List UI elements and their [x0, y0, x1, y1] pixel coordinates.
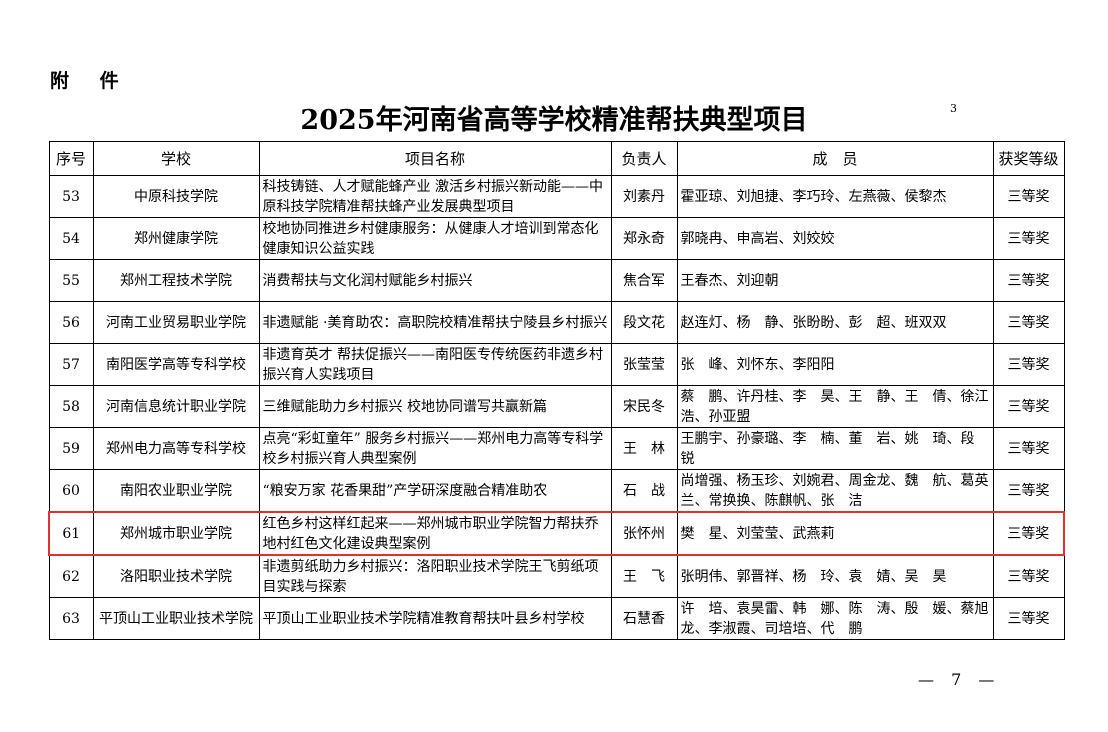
members-cell: 王鹏宇、孙豪璐、李 楠、董 岩、姚 琦、段 锐 [676, 427, 994, 470]
members-cell: 张 峰、刘怀东、李阳阳 [676, 343, 994, 386]
school-cell: 郑州电力高等专科学校 [92, 427, 260, 470]
leader-cell: 焦合军 [610, 259, 678, 302]
row-number: 61 [48, 511, 94, 556]
school-cell: 郑州城市职业学院 [92, 511, 260, 556]
table-header: 序号 学校 项目名称 负责人 成 员 获奖等级 [48, 141, 1065, 176]
school-cell: 中原科技学院 [92, 175, 260, 218]
school-cell: 郑州工程技术学院 [92, 259, 260, 302]
members-cell: 霍亚琼、刘旭捷、李巧玲、左燕薇、侯黎杰 [676, 175, 994, 218]
award-cell: 三等奖 [992, 343, 1065, 386]
row-number: 60 [48, 469, 94, 513]
leader-cell: 张怀州 [610, 511, 678, 556]
project-cell: 校地协同推进乡村健康服务：从健康人才培训到常态化健康知识公益实践 [258, 217, 612, 260]
award-cell: 三等奖 [992, 217, 1065, 260]
project-cell: “粮安万家 花香果甜”产学研深度融合精准助农 [258, 469, 612, 513]
award-cell: 三等奖 [992, 469, 1065, 513]
leader-cell: 王 飞 [610, 554, 678, 598]
leader-cell: 段文花 [610, 301, 678, 344]
award-cell: 三等奖 [992, 427, 1065, 470]
members-cell: 张明伟、郭晋祥、杨 玲、袁 婧、吴 昊 [676, 554, 994, 598]
page-title: 2025年河南省高等学校精准帮扶典型项目 [300, 105, 808, 136]
leader-cell: 刘素丹 [610, 175, 678, 218]
col-header: 获奖等级 [992, 141, 1065, 176]
award-cell: 三等奖 [992, 301, 1065, 344]
project-cell: 红色乡村这样红起来——郑州城市职业学院智力帮扶乔地村红色文化建设典型案例 [258, 511, 612, 556]
project-cell: 点亮“彩虹童年” 服务乡村振兴——郑州电力高等专科学校乡村振兴育人典型案例 [258, 427, 612, 470]
project-cell: 三维赋能助力乡村振兴 校地协同谱写共赢新篇 [258, 385, 612, 428]
members-cell: 许 培、袁昊雷、韩 娜、陈 涛、殷 媛、蔡旭龙、李淑霞、司培培、代 鹏 [676, 597, 994, 640]
leader-cell: 石 战 [610, 469, 678, 513]
row-number: 59 [48, 427, 94, 470]
school-cell: 河南信息统计职业学院 [92, 385, 260, 428]
table-row: 53 中原科技学院 科技铸链、人才赋能蜂产业 激活乡村振兴新动能——中原科技学院精准… [48, 175, 1065, 218]
col-header: 负责人 [610, 141, 678, 176]
members-cell: 樊 星、刘莹莹、武燕莉 [676, 511, 994, 556]
projects-table: 序号 学校 项目名称 负责人 成 员 获奖等级 53 中原科技学院 科技铸链、人才赋… [48, 141, 1065, 640]
table-row: 63 平顶山工业职业技术学院 平顶山工业职业技术学院精准教育帮扶叶县乡村学校 石慧香许… [48, 597, 1065, 640]
leader-cell: 张莹莹 [610, 343, 678, 386]
table-row: 59 郑州电力高等专科学校 点亮“彩虹童年” 服务乡村振兴——郑州电力高等专科学校乡… [48, 427, 1065, 470]
leader-cell: 王 林 [610, 427, 678, 470]
award-cell: 三等奖 [992, 511, 1065, 556]
table-row: 56 河南工业贸易职业学院 非遗赋能 ·美育助农：高职院校精准帮扶宁陵县乡村振兴 段文… [48, 301, 1065, 344]
row-number: 58 [48, 385, 94, 428]
row-number: 54 [48, 217, 94, 260]
col-header: 成 员 [676, 141, 994, 176]
table-row: 62 洛阳职业技术学院 非遗剪纸助力乡村振兴：洛阳职业技术学院王飞剪纸项目实践与探索… [48, 554, 1065, 598]
award-cell: 三等奖 [992, 385, 1065, 428]
row-number: 56 [48, 301, 94, 344]
members-cell: 郭晓冉、申高岩、刘姣姣 [676, 217, 994, 260]
school-cell: 南阳农业职业学院 [92, 469, 260, 513]
table-row: 61 郑州城市职业学院 红色乡村这样红起来——郑州城市职业学院智力帮扶乔地村红色文化… [48, 511, 1065, 556]
project-cell: 非遗育英才 帮扶促振兴——南阳医专传统医药非遗乡村振兴育人实践项目 [258, 343, 612, 386]
project-cell: 科技铸链、人才赋能蜂产业 激活乡村振兴新动能——中原科技学院精准帮扶蜂产业发展典… [258, 175, 612, 218]
award-cell: 三等奖 [992, 554, 1065, 598]
project-cell: 消费帮扶与文化润村赋能乡村振兴 [258, 259, 612, 302]
award-cell: 三等奖 [992, 175, 1065, 218]
members-cell: 王春杰、刘迎朝 [676, 259, 994, 302]
school-cell: 平顶山工业职业技术学院 [92, 597, 260, 640]
table-row: 57 南阳医学高等专科学校 非遗育英才 帮扶促振兴——南阳医专传统医药非遗乡村振兴育… [48, 343, 1065, 386]
col-header: 学校 [92, 141, 260, 176]
attachment-label: 附 件 [50, 70, 131, 92]
project-cell: 平顶山工业职业技术学院精准教育帮扶叶县乡村学校 [258, 597, 612, 640]
members-cell: 赵连灯、杨 静、张盼盼、彭 超、班双双 [676, 301, 994, 344]
row-number: 53 [48, 175, 94, 218]
row-number: 63 [48, 597, 94, 640]
leader-cell: 宋民冬 [610, 385, 678, 428]
corner-mark: 3 [950, 102, 957, 115]
row-number: 57 [48, 343, 94, 386]
school-cell: 洛阳职业技术学院 [92, 554, 260, 598]
award-cell: 三等奖 [992, 259, 1065, 302]
col-header: 项目名称 [258, 141, 612, 176]
leader-cell: 郑永奇 [610, 217, 678, 260]
leader-cell: 石慧香 [610, 597, 678, 640]
row-number: 62 [48, 554, 94, 598]
col-header: 序号 [48, 141, 94, 176]
table-row: 55 郑州工程技术学院 消费帮扶与文化润村赋能乡村振兴 焦合军 王春杰、刘迎朝 三等奖 [48, 259, 1065, 302]
school-cell: 郑州健康学院 [92, 217, 260, 260]
school-cell: 河南工业贸易职业学院 [92, 301, 260, 344]
members-cell: 蔡 鹏、许丹桂、李 昊、王 静、王 倩、徐江浩、孙亚盟 [676, 385, 994, 428]
table-row: 60 南阳农业职业学院 “粮安万家 花香果甜”产学研深度融合精准助农石 战尚增强、杨… [48, 469, 1065, 513]
project-cell: 非遗赋能 ·美育助农：高职院校精准帮扶宁陵县乡村振兴 [258, 301, 612, 344]
school-cell: 南阳医学高等专科学校 [92, 343, 260, 386]
award-cell: 三等奖 [992, 597, 1065, 640]
table-row: 54 郑州健康学院 校地协同推进乡村健康服务：从健康人才培训到常态化健康知识公益实践… [48, 217, 1065, 260]
page-number: — 7 — [918, 670, 1001, 689]
table-row: 58 河南信息统计职业学院 三维赋能助力乡村振兴 校地协同谱写共赢新篇 宋民冬蔡 鹏、… [48, 385, 1065, 428]
members-cell: 尚增强、杨玉珍、刘婉君、周金龙、魏 航、葛英兰、常换换、陈麒帆、张 洁 [676, 469, 994, 513]
project-cell: 非遗剪纸助力乡村振兴：洛阳职业技术学院王飞剪纸项目实践与探索 [258, 554, 612, 598]
row-number: 55 [48, 259, 94, 302]
